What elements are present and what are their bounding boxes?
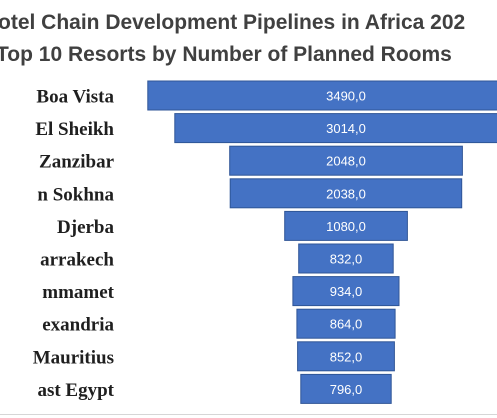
data-label: 3014,0 — [326, 121, 366, 136]
category-label: arrakech — [40, 250, 114, 271]
category-label: Djerba — [57, 217, 114, 238]
data-label: 2048,0 — [326, 154, 366, 169]
category-label: Zanzibar — [39, 152, 115, 173]
funnel-bar — [148, 81, 497, 110]
category-label: El Sheikh — [35, 119, 114, 140]
category-label: mmamet — [42, 282, 114, 303]
data-label: 1080,0 — [326, 219, 366, 234]
category-label: Mauritius — [33, 347, 114, 368]
data-label: 934,0 — [330, 284, 363, 299]
data-label: 3490,0 — [326, 89, 366, 104]
data-label: 852,0 — [330, 349, 363, 364]
data-label: 864,0 — [330, 317, 363, 332]
category-label: Boa Vista — [36, 87, 114, 108]
data-label: 832,0 — [330, 252, 363, 267]
data-label: 796,0 — [330, 382, 363, 397]
category-label: n Sokhna — [37, 184, 114, 205]
category-label: ast Egypt — [37, 380, 114, 401]
category-label: exandria — [42, 315, 114, 336]
data-label: 2038,0 — [326, 186, 366, 201]
